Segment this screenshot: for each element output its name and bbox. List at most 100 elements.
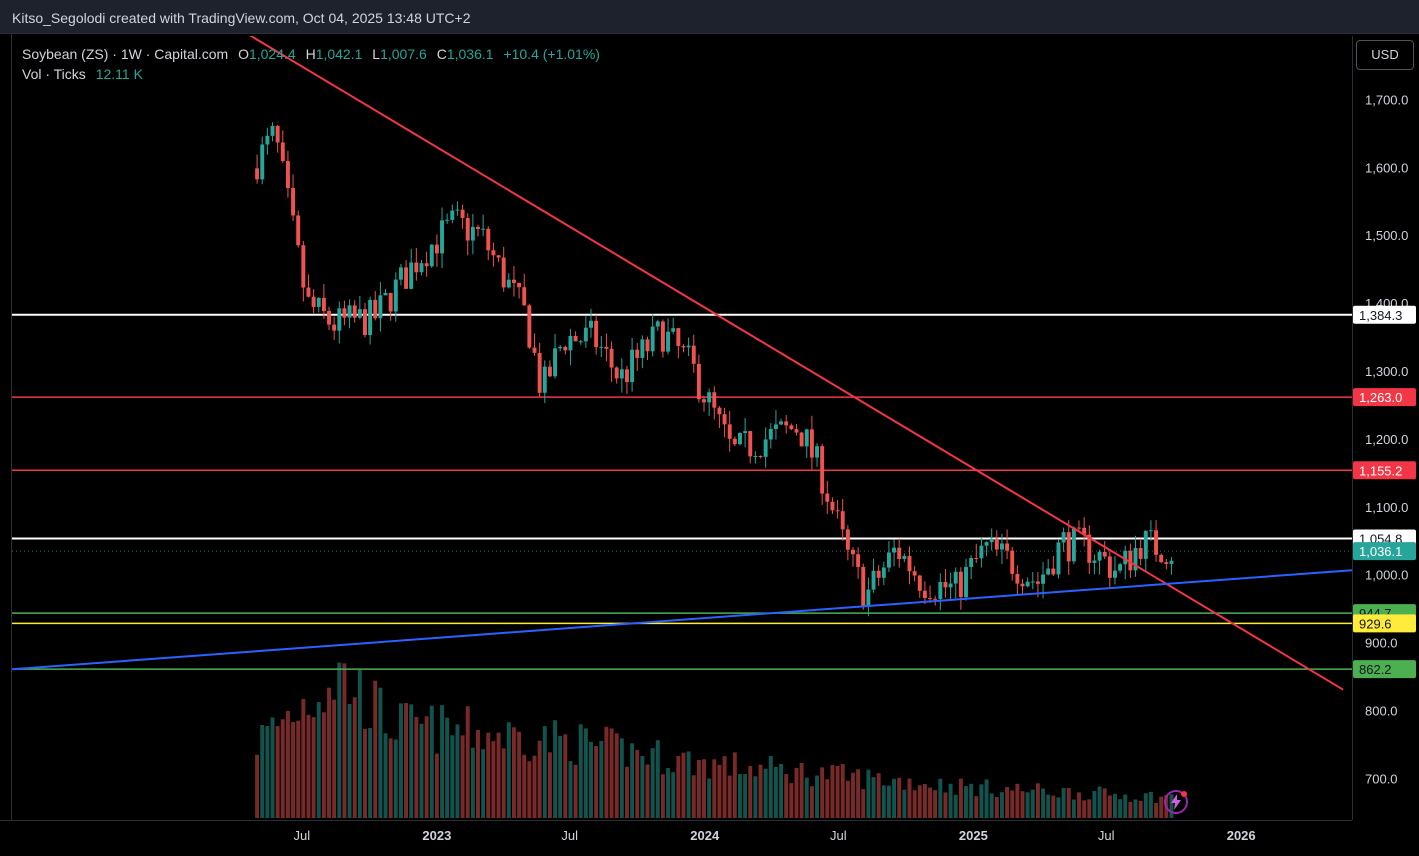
- volume-bar: [1087, 799, 1092, 818]
- volume-bar: [547, 752, 552, 818]
- volume-bar: [1123, 794, 1128, 818]
- candle-body: [368, 299, 373, 336]
- candle-body: [635, 349, 640, 358]
- level-label-1,155.2: 1,155.2: [1359, 463, 1402, 478]
- currency-button[interactable]: USD: [1356, 40, 1414, 70]
- volume-bar: [511, 727, 516, 818]
- candle-body: [892, 547, 897, 553]
- candle-body: [989, 538, 994, 543]
- price-tick-label: 900.0: [1365, 636, 1398, 651]
- candle-body: [758, 456, 763, 458]
- high-value: 1,042.1: [315, 46, 363, 62]
- candle-body: [938, 581, 943, 600]
- volume-bar: [1148, 791, 1153, 818]
- volume-bar: [851, 772, 855, 818]
- candle-body: [522, 287, 527, 306]
- time-axis-svg: Jul 2023 Jul 2024 Jul 2025 Jul 2026: [294, 828, 1256, 843]
- candle-body: [861, 566, 866, 607]
- time-axis[interactable]: Jul 2023 Jul 2024 Jul 2025 Jul 2026: [0, 820, 1352, 850]
- candle-body: [363, 309, 367, 336]
- volume-bar: [681, 752, 686, 818]
- candle-body: [332, 324, 337, 331]
- candle-body: [809, 429, 814, 458]
- volume-bar: [388, 738, 393, 818]
- volume-bar: [953, 794, 958, 818]
- volume-bar: [707, 778, 712, 818]
- volume-bar: [804, 777, 809, 818]
- chart-plot-area[interactable]: [12, 36, 1352, 820]
- volume-bar: [291, 722, 296, 818]
- lightning-icon[interactable]: [1163, 789, 1189, 815]
- left-frame: [0, 34, 12, 820]
- volume-bar: [445, 717, 450, 818]
- volume-bar: [727, 775, 732, 818]
- time-tick-label: 2026: [1227, 828, 1256, 843]
- volume-bar: [902, 789, 907, 818]
- volume-bar: [424, 716, 429, 818]
- volume-bar: [892, 778, 897, 818]
- candle-body: [696, 363, 701, 400]
- candle-body: [352, 305, 357, 318]
- candle-body: [1154, 530, 1159, 555]
- candle-body: [1169, 560, 1174, 564]
- candle-body: [933, 598, 938, 600]
- volume-bar: [568, 761, 573, 818]
- ohlc-legend: Soybean (ZS) · 1W · Capital.com O1,024.4…: [22, 46, 600, 62]
- price-axis[interactable]: 1,700.0 1,600.0 1,500.0 1,400.0 1,300.0 1,200…: [1352, 36, 1419, 820]
- candle-body: [604, 346, 609, 349]
- candle-body: [660, 321, 665, 352]
- price-tick-label: 1,500.0: [1365, 228, 1408, 243]
- candle-body: [881, 567, 886, 578]
- volume-bar: [1118, 799, 1123, 818]
- candle-body: [342, 308, 347, 318]
- candle-body: [835, 510, 840, 512]
- close-label: C: [436, 46, 447, 62]
- candle-body: [871, 570, 876, 590]
- candle-body: [1107, 556, 1112, 578]
- candle-body: [614, 367, 619, 379]
- volume-bar: [768, 755, 773, 818]
- candle-body: [578, 341, 583, 343]
- volume-bar: [460, 735, 465, 818]
- volume-bar: [347, 703, 352, 818]
- candle-body: [907, 555, 912, 572]
- candle-body: [753, 456, 758, 458]
- candle-body: [573, 335, 578, 342]
- volume-bar: [260, 724, 265, 818]
- candle-body: [486, 228, 491, 251]
- candle-body: [886, 552, 891, 568]
- volume-bar: [696, 759, 701, 818]
- candle-body: [624, 369, 629, 383]
- open-label: O: [238, 46, 249, 62]
- volume-bar: [840, 764, 845, 818]
- volume-bar: [1056, 797, 1061, 818]
- candle-body: [671, 328, 676, 332]
- volume-bar: [676, 756, 681, 818]
- volume-bar: [553, 720, 558, 818]
- candle-body: [434, 244, 439, 254]
- candle-body: [496, 255, 501, 258]
- candle-body: [337, 308, 342, 331]
- candle-body: [784, 421, 789, 426]
- volume-bar: [856, 769, 861, 818]
- candle-body: [563, 346, 568, 351]
- candle-body: [856, 554, 861, 567]
- candle-body: [943, 581, 948, 588]
- volume-bar: [886, 785, 891, 818]
- volume-bar: [573, 764, 578, 818]
- candle-body: [327, 310, 331, 325]
- symbol-label[interactable]: Soybean (ZS) · 1W · Capital.com: [22, 46, 229, 62]
- volume-bar: [912, 790, 917, 818]
- volume-bar: [984, 779, 989, 818]
- top-bar: Kitso_Segolodi created with TradingView.…: [0, 0, 1419, 34]
- volume-label[interactable]: Vol · Ticks: [22, 66, 86, 82]
- candle-body: [1066, 532, 1071, 562]
- volume-bar: [717, 764, 722, 818]
- candle-body: [979, 545, 984, 559]
- volume-bar: [332, 699, 337, 818]
- candle-body: [799, 432, 804, 447]
- candle-body: [727, 424, 732, 439]
- candle-body: [388, 292, 393, 312]
- time-tick-label: 2024: [690, 828, 720, 843]
- candle-body: [568, 335, 573, 351]
